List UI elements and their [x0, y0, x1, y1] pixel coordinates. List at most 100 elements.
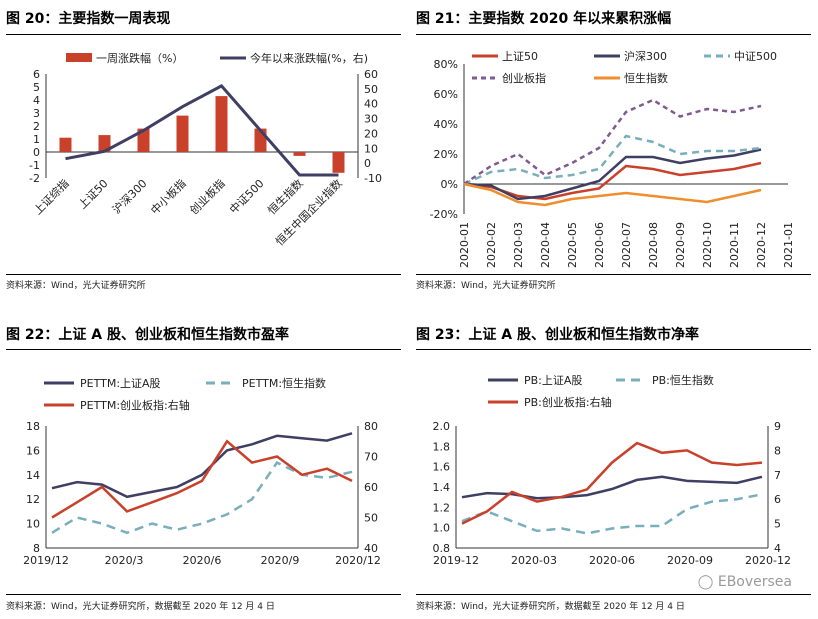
fig22-chart: PETTM:上证A股 PETTM:恒生指数 PETTM:创业板指:右轴 8 10 12 14… [23, 376, 381, 567]
right-tick-label: 50 [364, 83, 378, 96]
category-label: 创业板指 [187, 176, 228, 217]
right-tick-label: 7 [774, 469, 781, 482]
fig20-title: 图 20：主要指数一周表现 [6, 11, 171, 27]
x-tick-label: 2020/6 [183, 554, 222, 567]
panel-fig20: 图 20：主要指数一周表现 一周涨跌幅（%） 今年以来涨跌幅(%，右) -2 -1 0 1… [6, 0, 401, 300]
left-tick-label: 2.0 [433, 420, 451, 433]
series-line-ytd [65, 84, 339, 177]
x-tick-label: 2020/9 [261, 554, 300, 567]
right-tick-label: 9 [774, 420, 781, 433]
y-tick-label: 60% [434, 88, 458, 101]
y-tick-label: 40% [434, 118, 458, 131]
right-tick-label: 60 [364, 68, 378, 81]
left-tick-label: -1 [29, 159, 40, 172]
right-tick-label: 80 [364, 420, 378, 433]
legend-label-0: PETTM:上证A股 [80, 377, 161, 390]
fig21-title: 图 21：主要指数 2020 年以来累积涨幅 [416, 11, 672, 27]
watermark-text: EBoversea [717, 574, 792, 590]
fig20-chart: 一周涨跌幅（%） 今年以来涨跌幅(%，右)-2-10123456-10010203… [29, 51, 382, 248]
fig23-title: 图 23：上证 A 股、创业板和恒生指数市净率 [416, 327, 699, 343]
bar [98, 135, 111, 152]
series-line-2 [463, 134, 762, 186]
left-tick-label: 8 [33, 542, 40, 555]
fig20-source: 资料来源：Wind，光大证券研究所 [6, 281, 146, 291]
left-tick-label: 14 [26, 469, 40, 482]
x-tick-label: 2020-12 [745, 554, 791, 567]
legend-label-0: PB:上证A股 [524, 374, 582, 387]
fig21-bottom-rule [416, 274, 811, 275]
right-tick-label: 0 [364, 157, 371, 170]
x-tick-label: 2020/12 [335, 554, 381, 567]
left-tick-label: 2 [33, 120, 40, 133]
x-tick-label: 2020-10 [701, 222, 714, 268]
right-tick-label: 5 [774, 518, 781, 531]
category-label: 恒生中国企业指数 [272, 176, 344, 248]
legend-label-1: 沪深300 [624, 49, 667, 63]
fig20-title-rule [6, 34, 401, 35]
left-tick-label: 1.0 [433, 522, 451, 535]
legend-label-ytd: 今年以来涨跌幅(%，右) [250, 51, 368, 65]
fig23-bottom-rule [416, 594, 811, 595]
x-tick-label: 2020-06 [593, 222, 606, 268]
legend-label-2: PETTM:创业板指:右轴 [80, 398, 190, 412]
fig21-chart: 上证50 沪深300 中证500 创业板指 恒生指数 -20% 0% 20% 40% 60% 80%… [430, 49, 795, 268]
fig23-title-rule [416, 349, 811, 350]
left-tick-label: 1 [33, 133, 40, 146]
x-tick-label: 2020-05 [566, 222, 579, 268]
x-tick-label: 2021-01 [782, 222, 795, 268]
series-line-1 [463, 148, 762, 201]
series-line-2 [461, 441, 763, 525]
legend-label-1: PB:恒生指数 [652, 373, 714, 387]
bar [215, 96, 228, 152]
left-tick-label: 0.8 [433, 542, 451, 555]
y-tick-label: 0% [441, 178, 458, 191]
fig23-source: 资料来源：Wind，光大证券研究所，数据截至 2020 年 12 月 4 日 [416, 602, 685, 612]
series-line-0 [461, 475, 763, 500]
left-tick-label: 1.6 [433, 461, 451, 474]
x-tick-label: 2020-09 [667, 554, 713, 567]
fig23-chart: PB:上证A股 PB:恒生指数 PB:创业板指:右轴 0.8 1.0 1.2 1.4 1.6 1… [433, 373, 791, 567]
wechat-icon: ◯ [697, 574, 714, 590]
left-tick-label: -2 [29, 172, 40, 185]
right-tick-label: 30 [364, 113, 378, 126]
left-tick-label: 0 [33, 146, 40, 159]
category-label: 沪深300 [109, 176, 149, 216]
fig22-source: 资料来源：Wind，光大证券研究所，数据截至 2020 年 12 月 4 日 [6, 602, 275, 612]
right-tick-label: 50 [364, 512, 378, 525]
left-tick-label: 1.8 [433, 440, 451, 453]
y-tick-label: 20% [434, 148, 458, 161]
left-tick-label: 12 [26, 493, 40, 506]
x-tick-label: 2020-03 [512, 222, 525, 268]
category-label: 上证50 [76, 177, 111, 212]
right-tick-label: 6 [774, 493, 781, 506]
x-tick-label: 2020-12 [755, 222, 768, 268]
series-line-0 [51, 432, 353, 499]
series-line-0 [463, 161, 762, 201]
x-tick-label: 2020/3 [105, 554, 144, 567]
watermark: ◯ EBoversea [698, 574, 792, 590]
category-label: 中小板指 [148, 176, 189, 217]
right-tick-label: 10 [364, 142, 378, 155]
fig21-source: 资料来源：Wind，光大证券研究所 [416, 281, 556, 291]
right-tick-label: 60 [364, 481, 378, 494]
right-tick-label: 40 [364, 542, 378, 555]
series-line-4 [463, 182, 762, 207]
bar [176, 115, 189, 152]
legend-label-2: 中证500 [734, 50, 777, 63]
series-line-3 [463, 98, 762, 186]
x-tick-label: 2020-11 [728, 222, 741, 268]
x-tick-label: 2019-12 [433, 554, 479, 567]
panel-fig23: 图 23：上证 A 股、创业板和恒生指数市净率 PB:上证A股 PB:恒生指数 PB… [416, 318, 811, 618]
right-tick-label: 4 [774, 542, 781, 555]
fig22-title: 图 22：上证 A 股、创业板和恒生指数市盈率 [6, 327, 289, 343]
fig22-bottom-rule [6, 594, 401, 595]
series-line-1 [461, 493, 763, 535]
panel-fig22: 图 22：上证 A 股、创业板和恒生指数市盈率 PETTM:上证A股 PETTM:… [6, 318, 401, 618]
left-tick-label: 18 [26, 420, 40, 433]
fig20-bottom-rule [6, 274, 401, 275]
fig21-title-rule [416, 34, 811, 35]
left-tick-label: 10 [26, 518, 40, 531]
legend-label-0: 上证50 [502, 50, 538, 63]
fig22-title-rule [6, 349, 401, 350]
bar [332, 152, 345, 173]
